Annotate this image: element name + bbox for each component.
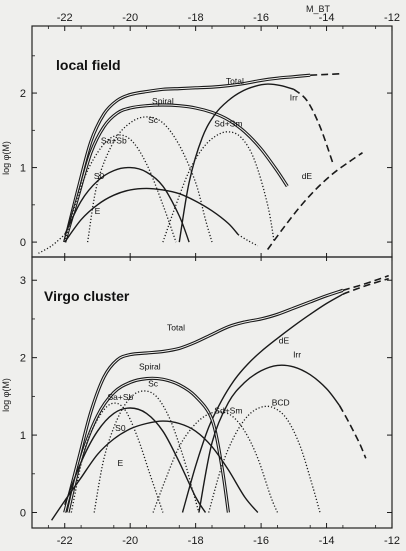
curve-sc [93, 390, 200, 513]
curve-label-total: Total [167, 323, 185, 333]
curve-label-e: E [118, 458, 124, 468]
curve-label-irr: Irr [290, 93, 298, 103]
panel-ticks: 0 1 2 [20, 55, 392, 249]
curve-de-extrapolated [342, 277, 389, 295]
curve-label-sd-sm: Sd+Sm [214, 405, 242, 415]
curve-label-de: dE [279, 336, 290, 346]
top-x-tick-label: -14 [319, 12, 335, 24]
panel-curve-labels: Total dE Spiral Sc Sa+Sb S0 E Sd+Sm Irr BCD [107, 323, 301, 469]
panel-curves [38, 72, 363, 254]
curve-spiral-inner [64, 104, 288, 243]
y-tick-label: 3 [20, 275, 26, 287]
curve-label-e: E [95, 206, 101, 216]
y-tick-label: 1 [20, 430, 26, 442]
curve-total-inner [64, 74, 311, 243]
curve-label-s0: S0 [115, 423, 126, 433]
panel-local-field: local field log φ(M) 0 1 2 Total Spiral Sc Sd… [1, 25, 393, 258]
bottom-x-tick-label: -12 [384, 535, 400, 547]
curve-e-extrapolated [237, 234, 259, 247]
curve-s0-extrapolated [38, 234, 66, 254]
panel-curves [51, 274, 389, 521]
curve-label-irr: Irr [293, 350, 301, 360]
top-x-tick-label: -16 [253, 12, 269, 24]
curve-s0 [64, 166, 190, 243]
y-axis-label: log φ(M) [1, 141, 11, 175]
y-tick-label: 0 [20, 237, 26, 249]
curve-de [266, 152, 363, 250]
curve-e [64, 187, 239, 243]
curve-label-sd-sm: Sd+Sm [214, 119, 242, 129]
y-tick-label: 0 [20, 508, 26, 520]
bottom-x-tick-label: -14 [319, 535, 335, 547]
panel-curve-labels: Total Spiral Sc Sd+Sm Sa+Sb S0 E Irr dE [94, 76, 313, 216]
bottom-x-tick-label: -18 [188, 535, 204, 547]
curve-label-de: dE [302, 171, 313, 181]
curve-total-extrapolated [310, 72, 343, 76]
curve-irr-extrapolated [293, 88, 334, 165]
curve-label-spiral: Spiral [152, 96, 174, 106]
curve-label-sc: Sc [148, 378, 159, 388]
y-tick-label: 2 [20, 88, 26, 100]
panel-title: local field [56, 57, 121, 73]
bottom-x-tick-label: -20 [122, 535, 138, 547]
curve-spiral-inner [67, 377, 229, 513]
curve-sc [86, 116, 213, 243]
curve-irr [198, 364, 341, 513]
curve-sd-sm [162, 131, 275, 243]
curve-label-sa-sb: Sa+Sb [101, 136, 127, 146]
y-axis-label: log φ(M) [1, 378, 11, 412]
curve-label-spiral: Spiral [139, 361, 161, 371]
curve-de [181, 293, 344, 513]
curve-sd-sm [152, 411, 279, 513]
curve-label-total: Total [226, 76, 244, 86]
y-tick-label: 1 [20, 163, 26, 175]
curve-e [51, 420, 259, 521]
curve-label-bcd: BCD [272, 398, 290, 408]
x-axis-ticks: -22 -20 -18 -16 -14 -12 -22 -20 -18 -16 -14 -12 [47, 12, 400, 547]
y-tick-label: 2 [20, 353, 26, 365]
top-x-tick-label: -18 [188, 12, 204, 24]
curve-bcd [208, 405, 321, 513]
curve-irr [178, 83, 294, 243]
top-axis-label: M_BT [306, 4, 331, 14]
curve-total-extrapolated [342, 274, 389, 292]
top-x-tick-label: -20 [122, 12, 138, 24]
top-x-tick-label: -12 [384, 12, 400, 24]
top-x-tick-label: -22 [57, 12, 73, 24]
bottom-x-tick-label: -22 [57, 535, 73, 547]
curve-s0 [64, 407, 207, 513]
curve-sa-sb [64, 134, 177, 243]
bottom-x-tick-label: -16 [253, 535, 269, 547]
curve-label-s0: S0 [94, 171, 105, 181]
panel-ticks: 0 1 2 3 [20, 275, 392, 520]
curve-label-sc: Sc [148, 115, 159, 125]
panel-virgo-cluster: Virgo cluster log φ(M) 0 1 2 3 Total dE Spira… [1, 256, 393, 529]
curve-label-sa-sb: Sa+Sb [107, 392, 133, 402]
curve-total-inner [64, 289, 344, 513]
panel-title: Virgo cluster [44, 288, 130, 304]
